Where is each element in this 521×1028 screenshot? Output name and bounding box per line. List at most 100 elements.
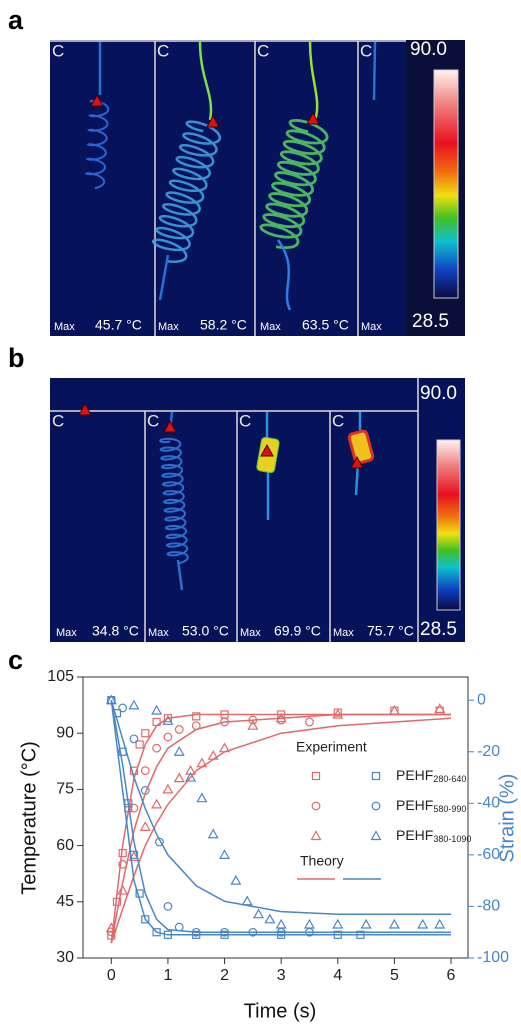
hotspot-marker (306, 111, 320, 125)
hotspot (347, 429, 375, 465)
x-tick-label: 1 (163, 967, 172, 984)
theory-line (110, 700, 451, 933)
data-point (151, 704, 163, 715)
coil (159, 437, 189, 565)
y2-tick-label: -20 (477, 743, 500, 760)
data-point (129, 766, 139, 775)
data-point (152, 928, 161, 937)
colorbar-min: 28.5 (420, 619, 457, 640)
data-point (139, 821, 151, 831)
frame-corner: C (52, 411, 64, 430)
data-point (303, 918, 315, 929)
data-point (135, 740, 144, 749)
max-value: 63.5 °C (302, 317, 349, 333)
y2-tick-label: -80 (477, 898, 500, 915)
data-point (388, 918, 400, 929)
wire (308, 41, 319, 121)
legend-theory: Theory (300, 853, 344, 869)
max-value: 69.9 °C (274, 623, 321, 639)
hotspot-marker (163, 419, 177, 433)
data-point (185, 771, 197, 782)
x-tick-label: 3 (277, 967, 286, 984)
legend-marker (311, 771, 321, 781)
data-point (275, 918, 287, 929)
data-point (434, 703, 446, 713)
hotspot-marker (260, 443, 274, 457)
legend-marker (370, 830, 382, 841)
colorbar (436, 439, 461, 611)
thermal-image (50, 378, 465, 642)
data-point (264, 913, 276, 924)
wire (158, 254, 170, 301)
y2-tick-label: -100 (477, 949, 509, 966)
colorbar-max: 90.0 (410, 39, 447, 60)
colorbar (433, 69, 459, 299)
y-axis-title: Temperature (°C) (18, 741, 40, 895)
frame-corner: C (257, 41, 269, 60)
panel-label: b (8, 343, 25, 373)
data-point (173, 772, 185, 783)
frame-corner: C (147, 411, 159, 430)
frame-corner: C (157, 41, 169, 60)
data-point (332, 918, 344, 929)
plot-frame (82, 676, 469, 959)
data-point (128, 699, 140, 710)
data-point (141, 729, 150, 738)
data-point (219, 849, 231, 859)
max-label: Max (54, 321, 75, 333)
data-point (151, 798, 163, 809)
theory-line (110, 699, 451, 915)
legend-marker (371, 801, 381, 811)
coil (151, 120, 222, 263)
data-point (241, 895, 253, 906)
data-point (163, 902, 173, 911)
data-point (434, 918, 446, 929)
data-point (360, 918, 372, 929)
max-label: Max (240, 627, 261, 639)
panel-label: a (8, 5, 24, 35)
data-point (163, 732, 173, 742)
colorbar-min: 28.5 (412, 311, 449, 332)
data-point (192, 712, 201, 721)
data-point (141, 915, 150, 924)
x-tick-label: 6 (447, 967, 456, 984)
max-value: 34.8 °C (92, 623, 139, 639)
theory-line (110, 717, 452, 944)
data-point (230, 874, 242, 885)
x-tick-label: 4 (333, 967, 342, 984)
wire (176, 559, 184, 591)
frame-corner: C (360, 41, 372, 60)
legend-label: PEHF380-1090 (396, 827, 471, 845)
max-label: Max (158, 321, 179, 333)
data-point (129, 803, 139, 813)
y2-axis-title: Strain (%) (496, 774, 518, 863)
coil (259, 118, 329, 250)
coil (84, 99, 110, 190)
y2-tick-label: -40 (477, 795, 500, 812)
legend-marker (371, 771, 381, 781)
data-point (118, 703, 128, 713)
frame-corner: C (332, 411, 344, 430)
data-point (173, 746, 185, 756)
data-point (140, 766, 150, 776)
y-tick-label: 30 (56, 949, 74, 966)
max-value: 75.7 °C (367, 623, 414, 639)
max-label: Max (56, 627, 77, 639)
wire (276, 239, 292, 311)
max-value: 53.0 °C (182, 623, 229, 639)
panel-label: c (8, 645, 23, 675)
wire (372, 41, 377, 101)
colorbar-max: 90.0 (420, 383, 457, 404)
y-tick-label: 105 (47, 668, 74, 685)
data-point (135, 889, 144, 898)
x-axis-title: Time (s) (244, 1000, 317, 1022)
thermal-image (50, 40, 465, 336)
max-value: 58.2 °C (200, 317, 247, 333)
y2-tick-label: -60 (477, 846, 500, 863)
max-value: 45.7 °C (95, 317, 142, 333)
data-point (417, 918, 429, 929)
data-point (305, 717, 314, 727)
y-tick-label: 90 (56, 724, 74, 741)
y-tick-label: 45 (56, 893, 74, 910)
